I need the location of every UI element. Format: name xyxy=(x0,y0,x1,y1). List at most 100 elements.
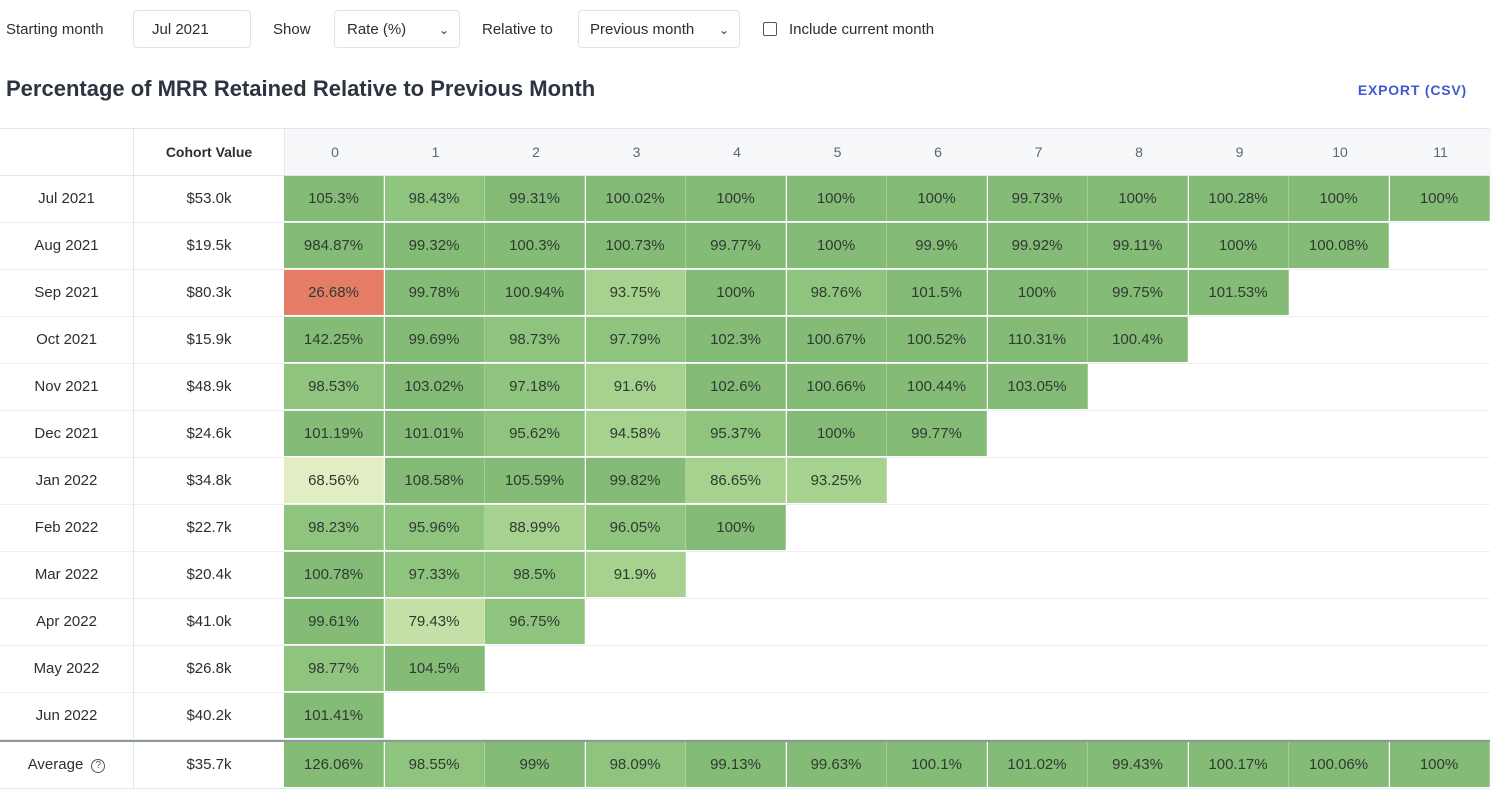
cohort-month: Apr 2022 xyxy=(0,599,133,645)
row-label-text: Sep 2021 xyxy=(34,284,99,301)
retention-cell: 99.32% xyxy=(384,223,485,268)
relative-to-select[interactable]: Previous month ⌄ xyxy=(578,10,740,48)
table-row: Mar 2022 $20.4k 100.78% 97.33% 98.5% 91.9% xyxy=(0,552,1490,599)
retention-cell: 103.02% xyxy=(384,364,485,409)
retention-cell: 100.44% xyxy=(887,364,987,409)
cohort-month: Nov 2021 xyxy=(0,364,133,410)
retention-cell: 100% xyxy=(1088,176,1188,221)
retention-cell: 91.9% xyxy=(585,552,686,597)
retention-cell: 94.58% xyxy=(585,411,686,456)
table-header-row: Cohort Value 0 1 2 3 4 5 6 7 8 9 10 11 xyxy=(0,128,1491,176)
retention-cell: 102.6% xyxy=(686,364,786,409)
retention-cell: 98.09% xyxy=(585,742,686,787)
retention-cell: 100.66% xyxy=(786,364,887,409)
starting-month-input[interactable]: Jul 2021 xyxy=(133,10,251,48)
retention-cell: 100% xyxy=(1389,176,1490,221)
retention-cell: 99.92% xyxy=(987,223,1088,268)
table-row: Jul 2021 $53.0k 105.3% 98.43% 99.31% 100.02% 1… xyxy=(0,176,1490,223)
help-icon[interactable]: ? xyxy=(91,759,106,773)
cohort-value: $22.7k xyxy=(133,505,285,551)
period-header-2: 2 xyxy=(532,144,540,160)
retention-cell: 99.9% xyxy=(887,223,987,268)
page-title: Percentage of MRR Retained Relative to P… xyxy=(6,76,596,101)
retention-cell: 100.94% xyxy=(485,270,585,315)
table-row: Aug 2021 $19.5k 984.87% 99.32% 100.3% 100.73%… xyxy=(0,223,1490,270)
row-label-text: Feb 2022 xyxy=(34,519,99,536)
chevron-down-icon: ⌄ xyxy=(438,23,449,37)
period-header-7: 7 xyxy=(1034,144,1043,160)
cohort-month: Oct 2021 xyxy=(0,317,133,363)
row-label-text: Jun 2022 xyxy=(35,707,98,724)
retention-cell: 100% xyxy=(987,270,1088,315)
retention-cell: 88.99% xyxy=(485,505,585,550)
retention-cell: 100.02% xyxy=(585,176,686,221)
row-label-text: Average xyxy=(27,756,84,773)
retention-cell: 99.43% xyxy=(1088,742,1188,787)
retention-cell: 93.25% xyxy=(786,458,887,503)
table-row: Apr 2022 $41.0k 99.61% 79.43% 96.75% xyxy=(0,599,1490,646)
cohort-value: $20.4k xyxy=(133,552,285,598)
table-row: Dec 2021 $24.6k 101.19% 101.01% 95.62% 94.58%… xyxy=(0,411,1490,458)
table-row: Feb 2022 $22.7k 98.23% 95.96% 88.99% 96.05% 10… xyxy=(0,505,1490,552)
retention-cell: 97.79% xyxy=(585,317,686,362)
row-label-text: Apr 2022 xyxy=(36,613,97,630)
retention-cell: 100% xyxy=(686,270,786,315)
retention-cell: 79.43% xyxy=(384,599,485,644)
retention-cell: 102.3% xyxy=(686,317,786,362)
table-row: Sep 2021 $80.3k 26.68% 99.78% 100.94% 93.75% 1… xyxy=(0,270,1490,317)
table-row: May 2022 $26.8k 98.77% 104.5% xyxy=(0,646,1490,693)
relative-to-label: Relative to xyxy=(482,21,553,38)
retention-cell: 103.05% xyxy=(987,364,1088,409)
cohort-month: May 2022 xyxy=(0,646,133,692)
retention-cell: 100.4% xyxy=(1088,317,1188,362)
retention-cell: 101.53% xyxy=(1188,270,1289,315)
retention-cell: 984.87% xyxy=(284,223,384,268)
retention-cell: 98.53% xyxy=(284,364,384,409)
retention-cell: 91.6% xyxy=(585,364,686,409)
row-label-text: Jul 2021 xyxy=(38,190,95,207)
retention-cell: 86.65% xyxy=(686,458,786,503)
row-label-text: May 2022 xyxy=(33,660,100,677)
retention-cell: 101.5% xyxy=(887,270,987,315)
retention-cell: 126.06% xyxy=(284,742,384,787)
table-row: Nov 2021 $48.9k 98.53% 103.02% 97.18% 91.6% 10… xyxy=(0,364,1490,411)
period-header-1: 1 xyxy=(431,144,440,160)
retention-cell: 99.77% xyxy=(686,223,786,268)
period-header-6: 6 xyxy=(934,144,942,160)
retention-cell: 99.11% xyxy=(1088,223,1188,268)
retention-cell: 100.78% xyxy=(284,552,384,597)
cohort-value: $34.8k xyxy=(133,458,285,504)
retention-cell: 100.08% xyxy=(1289,223,1389,268)
row-label-text: Jan 2022 xyxy=(35,472,98,489)
retention-cell: 100% xyxy=(786,223,887,268)
period-header-11: 11 xyxy=(1433,144,1448,160)
export-csv-button[interactable]: EXPORT (CSV) xyxy=(1357,82,1467,98)
retention-cell: 98.76% xyxy=(786,270,887,315)
period-header-cells: 0 1 2 3 4 5 6 7 8 9 10 11 xyxy=(284,129,1491,175)
retention-cell: 100% xyxy=(1389,742,1490,787)
include-current-month-checkbox[interactable] xyxy=(763,22,777,36)
starting-month-value: Jul 2021 xyxy=(152,21,209,38)
period-header-10: 10 xyxy=(1332,144,1348,160)
row-label-text: Nov 2021 xyxy=(34,378,99,395)
cohort-month: Mar 2022 xyxy=(0,552,133,598)
table-row: Jan 2022 $34.8k 68.56% 108.58% 105.59% 99.82%… xyxy=(0,458,1490,505)
retention-cell: 99% xyxy=(485,742,585,787)
retention-cell: 26.68% xyxy=(284,270,384,315)
retention-cell: 93.75% xyxy=(585,270,686,315)
retention-cell: 99.77% xyxy=(887,411,987,456)
cohort-value: $35.7k xyxy=(133,742,285,788)
retention-cell: 100% xyxy=(686,505,786,550)
retention-cell: 104.5% xyxy=(384,646,485,691)
cohort-value-header: Cohort Value xyxy=(133,129,284,175)
average-label: Average? xyxy=(0,742,133,788)
show-select[interactable]: Rate (%) ⌄ xyxy=(334,10,460,48)
starting-month-label: Starting month xyxy=(6,21,104,38)
retention-cell: 97.33% xyxy=(384,552,485,597)
cohort-value: $19.5k xyxy=(133,223,285,269)
retention-cell: 96.05% xyxy=(585,505,686,550)
retention-cell: 98.73% xyxy=(485,317,585,362)
retention-cell: 68.56% xyxy=(284,458,384,503)
cohort-value: $80.3k xyxy=(133,270,285,316)
row-label-text: Aug 2021 xyxy=(34,237,99,254)
